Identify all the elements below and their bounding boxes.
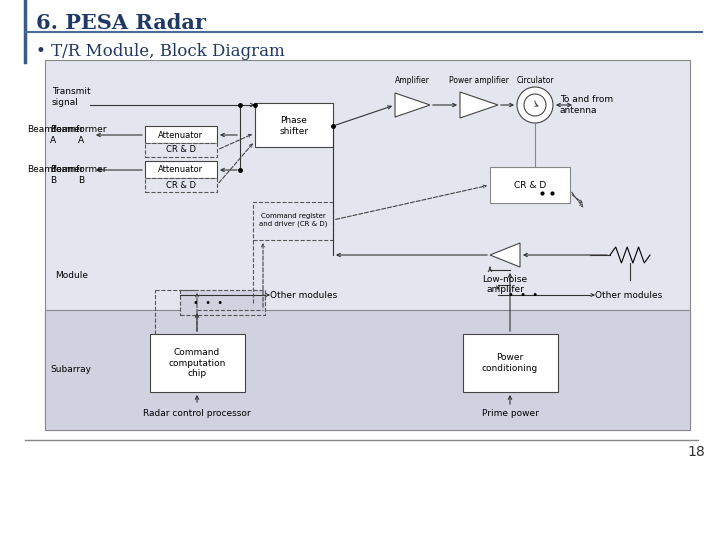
FancyBboxPatch shape	[150, 334, 245, 392]
Text: Amplifier: Amplifier	[395, 76, 429, 85]
Text: Module: Module	[55, 271, 88, 280]
FancyBboxPatch shape	[490, 167, 570, 203]
FancyBboxPatch shape	[145, 143, 217, 157]
Text: Beamformer
A: Beamformer A	[27, 125, 84, 145]
FancyBboxPatch shape	[145, 161, 217, 178]
Polygon shape	[490, 243, 520, 267]
Text: 18: 18	[688, 445, 705, 459]
Text: CR & D: CR & D	[166, 180, 196, 190]
FancyBboxPatch shape	[45, 310, 690, 430]
Text: Other modules: Other modules	[595, 291, 662, 300]
Circle shape	[517, 87, 553, 123]
Text: Attenuator: Attenuator	[158, 131, 204, 139]
FancyBboxPatch shape	[463, 334, 558, 392]
Text: CR & D: CR & D	[514, 180, 546, 190]
Text: Command
computation
chip: Command computation chip	[168, 348, 225, 378]
Text: Beamformer
B: Beamformer B	[27, 165, 84, 185]
Text: Attenuator: Attenuator	[158, 165, 204, 174]
FancyBboxPatch shape	[145, 178, 217, 192]
FancyBboxPatch shape	[255, 103, 333, 147]
Text: 6. PESA Radar: 6. PESA Radar	[36, 13, 206, 33]
FancyBboxPatch shape	[253, 202, 333, 240]
Text: •  •  •: • • •	[508, 290, 538, 300]
Text: Subarray: Subarray	[50, 366, 91, 375]
Text: To and from
antenna: To and from antenna	[560, 95, 613, 114]
FancyBboxPatch shape	[145, 126, 217, 143]
Text: Prime power: Prime power	[482, 409, 539, 418]
Text: Power
conditioning: Power conditioning	[482, 353, 538, 373]
Text: CR & D: CR & D	[166, 145, 196, 154]
Text: Circulator: Circulator	[516, 76, 554, 85]
Text: Other modules: Other modules	[270, 291, 337, 300]
Text: Beamformer
B: Beamformer B	[50, 165, 107, 185]
Text: Power amplifier: Power amplifier	[449, 76, 509, 85]
Text: Transmit
signal: Transmit signal	[52, 87, 91, 107]
FancyBboxPatch shape	[180, 290, 265, 315]
Text: Beamformer
A: Beamformer A	[50, 125, 107, 145]
Text: •  •  •: • • •	[193, 298, 223, 308]
Text: Low-noise
amplifer: Low-noise amplifer	[482, 275, 528, 294]
Polygon shape	[460, 92, 498, 118]
Text: Phase
shifter: Phase shifter	[279, 116, 309, 136]
Text: • T/R Module, Block Diagram: • T/R Module, Block Diagram	[36, 43, 284, 60]
Circle shape	[524, 94, 546, 116]
FancyBboxPatch shape	[45, 60, 690, 430]
Polygon shape	[395, 93, 430, 117]
Text: Command register
and driver (CR & D): Command register and driver (CR & D)	[258, 213, 327, 227]
Text: Radar control processor: Radar control processor	[143, 409, 251, 418]
